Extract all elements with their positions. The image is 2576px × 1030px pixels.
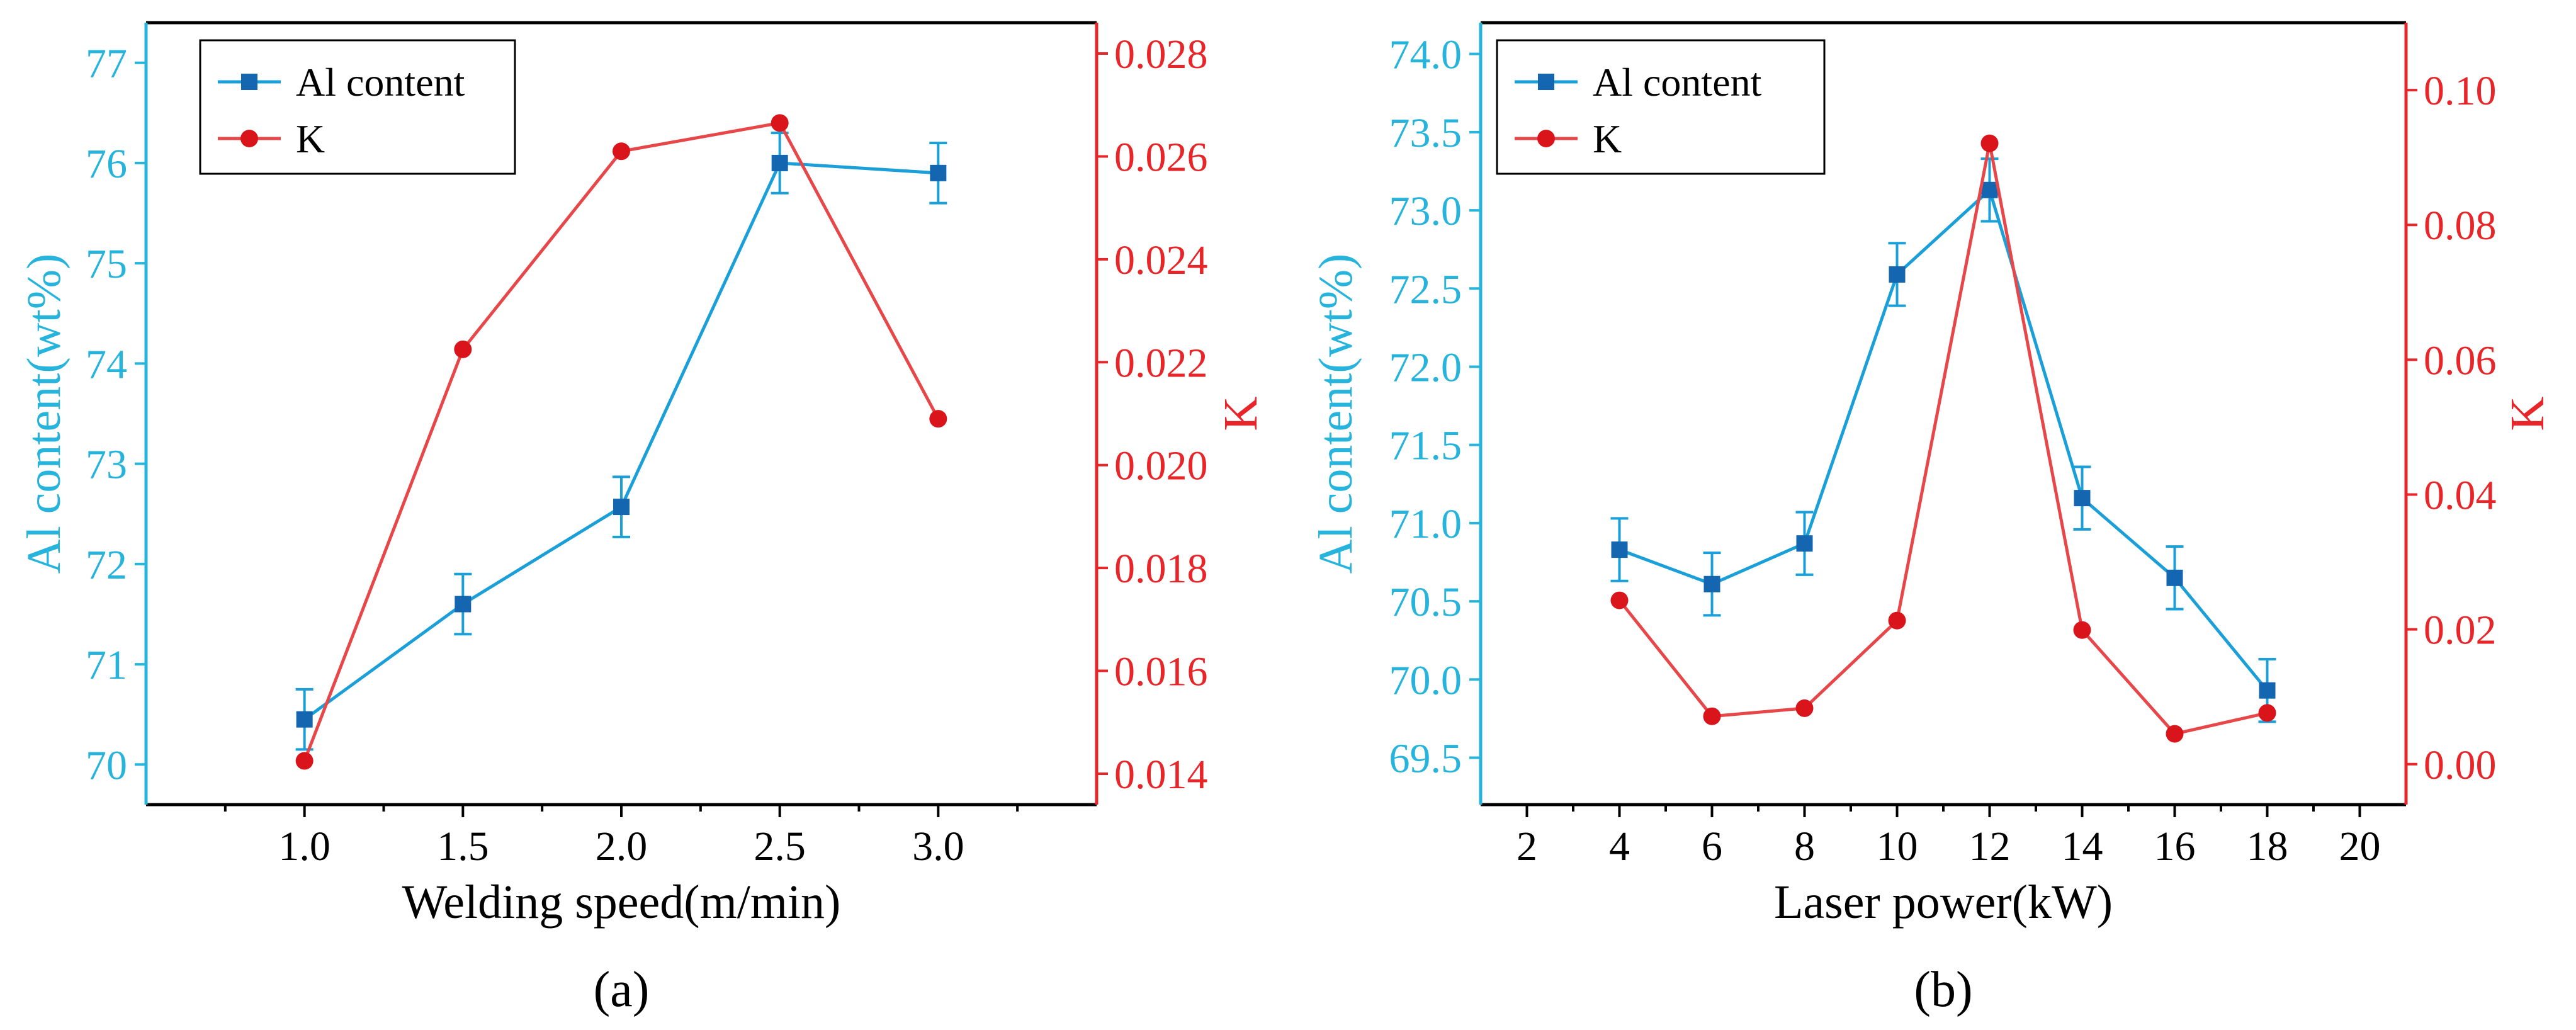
data-point-al-content bbox=[771, 154, 788, 171]
series-line-k bbox=[1618, 143, 2268, 736]
legend-label-al-content: Al content bbox=[296, 60, 465, 105]
data-point-k bbox=[1980, 134, 1999, 152]
data-point-k bbox=[771, 114, 789, 132]
x-tick-label: 3.0 bbox=[912, 823, 964, 869]
x-tick-label: 16 bbox=[2154, 823, 2196, 869]
data-point-al-content bbox=[1611, 541, 1628, 558]
right-tick-label: 0.028 bbox=[1114, 31, 1208, 77]
left-tick-label: 70.5 bbox=[1389, 579, 1462, 625]
right-tick-label: 0.026 bbox=[1114, 134, 1208, 180]
left-tick-label: 77 bbox=[86, 41, 127, 87]
left-tick-label: 71.5 bbox=[1389, 423, 1462, 469]
data-point-al-content bbox=[1981, 181, 1998, 198]
data-point-al-content bbox=[2259, 682, 2276, 699]
right-tick-label: 0.00 bbox=[2424, 742, 2497, 788]
data-point-al-content bbox=[1703, 575, 1720, 592]
left-tick-label: 72 bbox=[86, 542, 127, 588]
x-axis-label: Welding speed(m/min) bbox=[402, 876, 841, 929]
panel-label: (a) bbox=[594, 962, 650, 1017]
data-point-k bbox=[2258, 704, 2276, 722]
panel-a: 70 71 72 73 74 75 76 77 0.014 0.016 0.018 0.020 0.02… bbox=[18, 21, 1267, 1017]
legend-label-al-content: Al content bbox=[1593, 60, 1762, 105]
data-point-al-content bbox=[296, 711, 313, 728]
legend-marker-al-content bbox=[241, 74, 257, 90]
right-tick-label: 0.018 bbox=[1114, 546, 1208, 592]
data-point-k bbox=[1610, 591, 1629, 609]
left-tick-label: 73 bbox=[86, 442, 127, 488]
data-point-k bbox=[613, 142, 630, 161]
data-point-k bbox=[1888, 611, 1906, 630]
data-point-k bbox=[295, 752, 314, 770]
x-tick-label: 4 bbox=[1609, 823, 1630, 869]
left-tick-label: 76 bbox=[86, 141, 127, 187]
x-tick-label: 2.5 bbox=[754, 823, 806, 869]
x-axis-label: Laser power(kW) bbox=[1774, 876, 2113, 929]
x-tick-label: 6 bbox=[1702, 823, 1722, 869]
legend-marker-k bbox=[1537, 130, 1555, 147]
legend-box bbox=[1496, 39, 1826, 175]
series-line-k bbox=[303, 121, 940, 762]
data-point-k bbox=[1703, 707, 1721, 725]
y-axis-right-label: K bbox=[2501, 396, 2554, 431]
panel-label: (b) bbox=[1914, 962, 1972, 1017]
data-point-k bbox=[1795, 699, 1814, 717]
legend-marker-al-content bbox=[1538, 74, 1554, 90]
right-tick-label: 0.08 bbox=[2424, 203, 2497, 249]
legend-label-k: K bbox=[296, 116, 325, 161]
data-point-al-content bbox=[930, 164, 947, 181]
left-tick-label: 74.0 bbox=[1389, 32, 1462, 78]
x-tick-label: 2 bbox=[1517, 823, 1537, 869]
data-point-al-content bbox=[2074, 490, 2091, 507]
right-tick-label: 0.10 bbox=[2424, 68, 2497, 114]
y-axis-right-label: K bbox=[1214, 396, 1267, 431]
data-point-al-content bbox=[1796, 535, 1813, 552]
right-tick-label: 0.014 bbox=[1114, 752, 1208, 798]
left-tick-label: 73.0 bbox=[1389, 188, 1462, 234]
legend-box bbox=[199, 39, 516, 175]
data-point-k bbox=[929, 410, 947, 428]
series-line-al-content bbox=[1618, 187, 2269, 692]
left-tick-label: 73.5 bbox=[1389, 110, 1462, 156]
x-tick-label: 20 bbox=[2339, 823, 2381, 869]
left-tick-label: 71.0 bbox=[1389, 501, 1462, 547]
data-point-al-content bbox=[613, 499, 630, 516]
right-tick-label: 0.020 bbox=[1114, 443, 1208, 489]
right-tick-label: 0.024 bbox=[1114, 237, 1208, 283]
left-tick-label: 71 bbox=[86, 642, 127, 688]
x-tick-label: 8 bbox=[1794, 823, 1815, 869]
data-point-k bbox=[454, 340, 472, 358]
left-tick-label: 70 bbox=[86, 742, 127, 788]
legend-label-k: K bbox=[1593, 116, 1622, 161]
x-tick-label: 14 bbox=[2062, 823, 2103, 869]
right-tick-label: 0.04 bbox=[2424, 472, 2497, 518]
data-point-al-content bbox=[1889, 266, 1906, 283]
series-line-al-content bbox=[303, 161, 939, 721]
data-point-al-content bbox=[2166, 569, 2183, 586]
left-tick-label: 69.5 bbox=[1389, 735, 1462, 781]
x-tick-label: 1.5 bbox=[437, 823, 489, 869]
left-tick-label: 74 bbox=[86, 341, 127, 387]
right-tick-label: 0.016 bbox=[1114, 649, 1208, 695]
x-tick-label: 1.0 bbox=[278, 823, 330, 869]
x-tick-label: 10 bbox=[1877, 823, 1918, 869]
right-tick-label: 0.06 bbox=[2424, 337, 2497, 383]
left-tick-label: 72.5 bbox=[1389, 266, 1462, 312]
data-point-al-content bbox=[455, 596, 472, 613]
panel-b: 69.5 70.0 70.5 71.0 71.5 72.0 72.5 73.0 73.5 74.0… bbox=[1309, 21, 2554, 1017]
left-tick-label: 70.0 bbox=[1389, 657, 1462, 703]
x-tick-label: 12 bbox=[1969, 823, 2011, 869]
y-axis-left-label: Al content(wt%) bbox=[1309, 254, 1362, 574]
x-tick-label: 2.0 bbox=[596, 823, 648, 869]
left-tick-label: 75 bbox=[86, 241, 127, 287]
data-point-k bbox=[2073, 621, 2091, 639]
x-tick-label: 18 bbox=[2247, 823, 2288, 869]
right-tick-label: 0.02 bbox=[2424, 608, 2497, 654]
right-tick-label: 0.022 bbox=[1114, 340, 1208, 386]
y-axis-left-label: Al content(wt%) bbox=[18, 254, 71, 574]
data-point-k bbox=[2166, 725, 2184, 743]
left-tick-label: 72.0 bbox=[1389, 344, 1462, 390]
legend-marker-k bbox=[240, 130, 258, 147]
